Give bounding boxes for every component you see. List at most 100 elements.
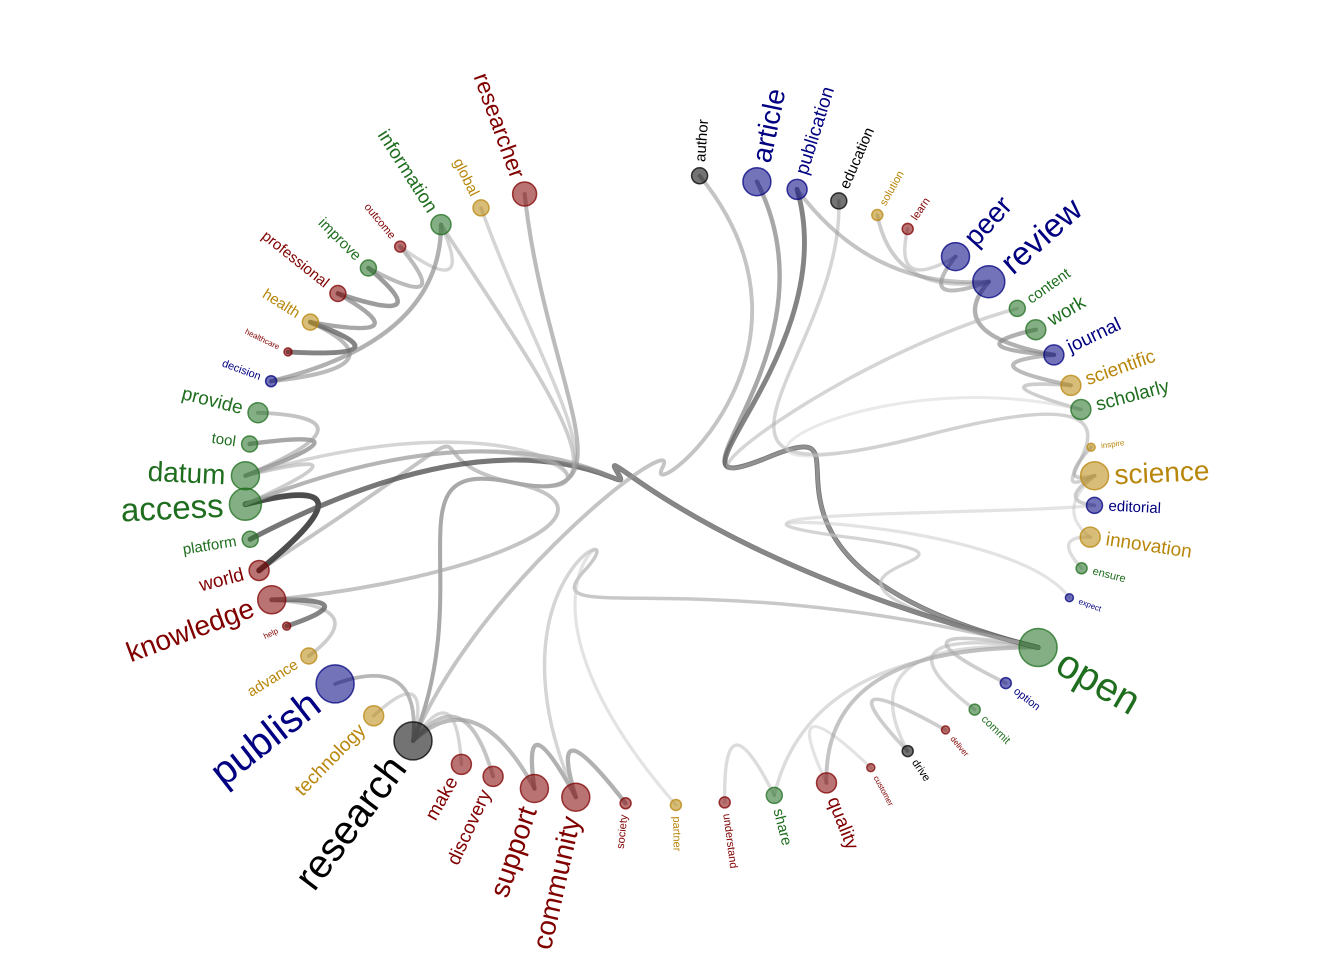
node-publication[interactable] — [786, 178, 808, 201]
node-community[interactable] — [561, 782, 591, 812]
edge-knowledge-world — [257, 444, 560, 602]
label-help: help — [262, 626, 280, 641]
node-open[interactable] — [1018, 627, 1058, 668]
edge-open-commit — [929, 641, 1040, 712]
node-researcher[interactable] — [511, 181, 538, 207]
label-education: education — [836, 125, 877, 191]
edge-expect-open — [784, 520, 1071, 650]
label-provide: provide — [180, 383, 246, 419]
label-improve: improve — [315, 215, 365, 265]
node-help[interactable] — [281, 621, 292, 631]
node-editorial[interactable] — [1085, 496, 1104, 515]
label-datum: datum — [147, 456, 226, 490]
edge-healthcare-health — [285, 319, 358, 356]
edge-society-community — [565, 748, 628, 806]
node-outcome[interactable] — [393, 240, 407, 253]
node-access[interactable] — [228, 487, 263, 522]
label-access: access — [120, 487, 224, 529]
node-world[interactable] — [248, 559, 270, 582]
node-scholarly[interactable] — [1070, 398, 1092, 421]
node-technology[interactable] — [362, 705, 385, 727]
edge-professional-improve — [335, 265, 400, 309]
node-inspire[interactable] — [1086, 442, 1096, 452]
label-make: make — [422, 773, 463, 824]
node-understand[interactable] — [718, 796, 731, 809]
node-professional[interactable] — [329, 284, 347, 303]
node-information[interactable] — [430, 213, 452, 236]
edge-content-open — [726, 306, 1040, 650]
node-share[interactable] — [765, 786, 784, 805]
node-education[interactable] — [830, 192, 848, 210]
node-option[interactable] — [999, 676, 1013, 690]
node-innovation[interactable] — [1079, 526, 1101, 548]
node-improve[interactable] — [359, 259, 378, 277]
node-publish[interactable] — [315, 664, 355, 704]
node-support[interactable] — [519, 773, 550, 804]
node-review[interactable] — [972, 264, 1006, 299]
node-commit[interactable] — [968, 703, 981, 716]
label-understand: understand — [720, 813, 739, 869]
node-ensure[interactable] — [1075, 562, 1088, 575]
node-platform[interactable] — [241, 530, 259, 549]
label-customer: customer — [872, 774, 896, 808]
node-journal[interactable] — [1043, 344, 1065, 366]
node-provide[interactable] — [247, 401, 269, 424]
node-deliver[interactable] — [940, 725, 951, 735]
node-author[interactable] — [690, 167, 709, 185]
node-expect[interactable] — [1064, 592, 1075, 603]
label-publication: publication — [792, 84, 839, 177]
node-article[interactable] — [742, 166, 772, 197]
node-make[interactable] — [450, 753, 473, 776]
node-scientific[interactable] — [1060, 374, 1082, 397]
label-editorial: editorial — [1108, 498, 1161, 518]
label-option: option — [1011, 685, 1042, 713]
edge-community-open — [542, 547, 1040, 799]
node-health[interactable] — [301, 313, 320, 331]
edge-help-knowledge — [269, 597, 327, 629]
node-datum[interactable] — [230, 460, 261, 491]
label-world: world — [196, 564, 246, 596]
node-society[interactable] — [619, 797, 632, 810]
node-science[interactable] — [1079, 460, 1110, 491]
edge-open-option — [944, 636, 1040, 685]
edge-decision-health — [269, 320, 352, 384]
node-tool[interactable] — [240, 435, 259, 453]
node-drive[interactable] — [901, 744, 914, 758]
label-deliver: deliver — [948, 735, 970, 759]
node-research[interactable] — [393, 721, 433, 761]
label-health: health — [259, 286, 303, 322]
label-information: information — [373, 126, 441, 217]
edge-share-open — [772, 645, 1040, 798]
label-society: society — [615, 814, 631, 850]
edge-outcome-information — [398, 222, 455, 272]
node-decision[interactable] — [264, 374, 278, 388]
label-tool: tool — [211, 430, 237, 450]
node-global[interactable] — [472, 199, 490, 217]
edge-health-professional — [308, 291, 377, 331]
edge-scientific-scholarly — [1022, 382, 1083, 412]
edge-information-research — [411, 222, 576, 743]
edge-provide-datum — [243, 410, 320, 478]
node-advance[interactable] — [300, 647, 318, 665]
node-content[interactable] — [1008, 299, 1027, 318]
node-discovery[interactable] — [482, 765, 504, 788]
node-quality[interactable] — [815, 772, 838, 794]
label-solution: solution — [878, 169, 907, 208]
node-learn[interactable] — [901, 222, 914, 236]
label-open: open — [1049, 641, 1148, 724]
label-innovation: innovation — [1104, 529, 1193, 563]
node-peer[interactable] — [940, 241, 971, 272]
node-partner[interactable] — [669, 798, 683, 812]
label-global: global — [449, 156, 482, 199]
edge-author-research — [411, 173, 754, 743]
edge-journal-scientific — [1011, 352, 1073, 388]
node-customer[interactable] — [866, 762, 876, 773]
label-ensure: ensure — [1091, 565, 1127, 585]
edge-partner-open — [572, 548, 1040, 807]
node-knowledge[interactable] — [256, 585, 287, 615]
node-healthcare[interactable] — [283, 347, 293, 357]
node-work[interactable] — [1025, 318, 1047, 341]
node-solution[interactable] — [871, 208, 884, 222]
